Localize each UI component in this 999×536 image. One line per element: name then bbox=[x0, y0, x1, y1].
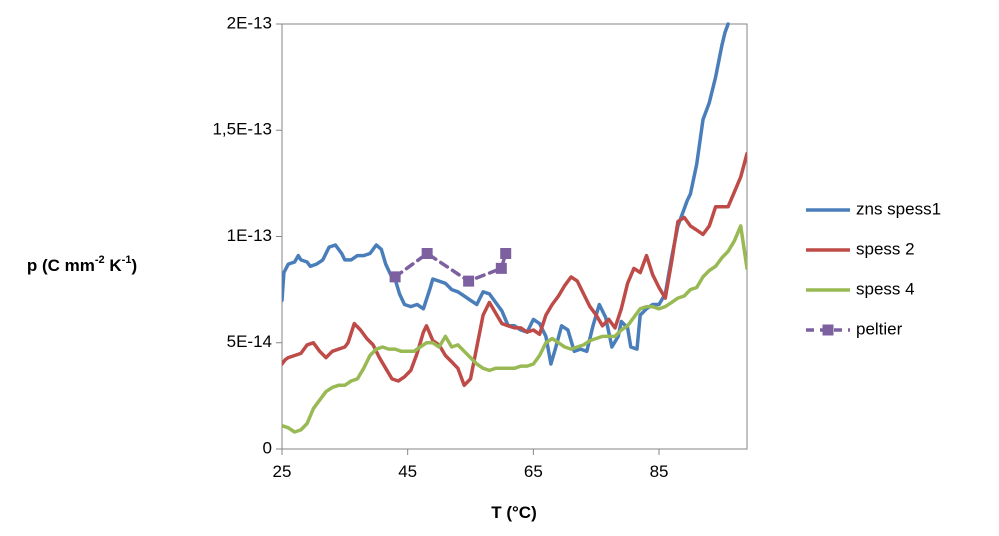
series-marker-peltier bbox=[500, 248, 512, 259]
x-axis-ticks: 25 45 65 85 bbox=[273, 449, 669, 481]
x-tick-label: 65 bbox=[524, 462, 543, 481]
series-marker-peltier bbox=[495, 262, 507, 274]
series-line-spess-2 bbox=[282, 151, 747, 388]
series-layer bbox=[282, 22, 747, 434]
y-axis-ticks: 0 5E-14 1E-13 1,5E-13 2E-13 bbox=[212, 13, 282, 457]
x-tick-label: 25 bbox=[273, 462, 292, 481]
y-tick-label: 0 bbox=[263, 438, 272, 457]
y-tick-label: 1E-13 bbox=[227, 226, 272, 245]
series-marker-peltier bbox=[421, 248, 433, 259]
series-line-peltier bbox=[393, 251, 508, 283]
x-axis-title: T (°C) bbox=[491, 503, 537, 522]
legend: zns spess1 spess 2 spess 4 peltier bbox=[806, 199, 941, 338]
y-axis-title: p (C mm-2 K-1) bbox=[27, 254, 137, 276]
x-tick-label: 85 bbox=[650, 462, 669, 481]
series-line-zns-spess1 bbox=[282, 22, 730, 366]
legend-marker bbox=[822, 324, 834, 336]
series-line-spess-4 bbox=[282, 224, 747, 434]
x-tick-label: 45 bbox=[398, 462, 417, 481]
legend-label: peltier bbox=[856, 319, 903, 338]
y-tick-label: 1,5E-13 bbox=[212, 120, 272, 139]
legend-label: zns spess1 bbox=[856, 199, 941, 218]
legend-label: spess 2 bbox=[856, 239, 915, 258]
series-marker-peltier bbox=[463, 275, 475, 287]
y-tick-label: 5E-14 bbox=[227, 332, 272, 351]
y-tick-label: 2E-13 bbox=[227, 13, 272, 32]
legend-label: spess 4 bbox=[856, 279, 915, 298]
series-marker-peltier bbox=[389, 271, 401, 283]
